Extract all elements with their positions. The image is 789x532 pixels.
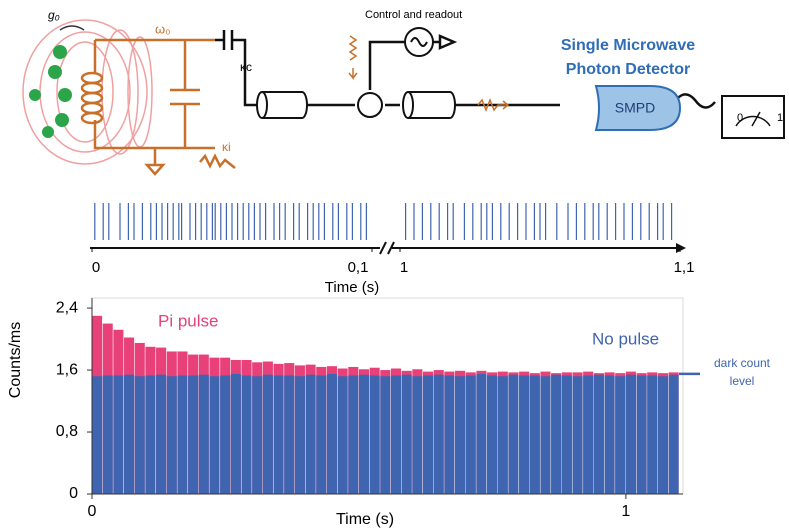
y-tick-label: 1,6 (56, 361, 78, 378)
y-tick-label: 0 (69, 485, 78, 502)
histogram-bar (465, 375, 476, 494)
histogram-bar (92, 376, 103, 494)
histogram-bar (615, 376, 626, 494)
y-tick-label: 2,4 (56, 299, 78, 316)
x-axis-title: Time (s) (336, 511, 394, 528)
histogram-bar (156, 374, 167, 494)
histogram-bar (198, 374, 209, 494)
legend-no: No pulse (592, 329, 659, 348)
histogram-bar (561, 375, 572, 494)
histogram-bar (444, 375, 455, 494)
histogram-bar (455, 376, 466, 494)
histogram-bar (262, 374, 273, 494)
axis-break (379, 241, 395, 255)
kappa-i-label: κi (222, 140, 231, 154)
feedline (215, 30, 716, 111)
histogram-bar (337, 376, 348, 494)
coupling-arrow (59, 25, 85, 31)
histogram-bar (284, 375, 295, 494)
histogram-bar (487, 375, 498, 494)
histogram-bar (519, 375, 530, 494)
histogram-bar (423, 375, 434, 494)
histogram-bar (348, 375, 359, 494)
histogram-bar (220, 375, 231, 494)
histogram-bar (294, 376, 305, 494)
detector-title: Single Microwave (561, 37, 695, 54)
histogram-bar (188, 375, 199, 494)
legend-pi: Pi pulse (158, 311, 218, 330)
histogram-bar (583, 375, 594, 494)
y-axis-title: Counts/ms (7, 322, 24, 398)
dark-count-label: level (730, 374, 755, 388)
detector-title: Photon Detector (566, 61, 690, 78)
dark-count-label: dark count (714, 356, 771, 370)
field-lines (22, 19, 153, 165)
histogram-bar (230, 373, 241, 494)
histogram-bar (273, 375, 284, 494)
histogram-bar (369, 375, 380, 494)
histogram-bar (604, 375, 615, 494)
histogram-bar (134, 376, 145, 494)
x-tick-label: 1 (621, 503, 630, 520)
g0-label: g₀ (48, 8, 60, 22)
histogram-bar (657, 376, 668, 494)
omega0-label: ω₀ (155, 21, 171, 36)
x-axis-title: Time (s) (325, 279, 379, 296)
histogram-bar (390, 375, 402, 494)
cables (256, 27, 456, 119)
histogram-bar (636, 375, 647, 494)
histogram-bar (476, 373, 487, 494)
histogram-bar (668, 374, 679, 494)
histogram-bar (326, 373, 337, 494)
histogram-bar (145, 375, 156, 494)
histogram-bar (113, 375, 124, 494)
smpd-label: SMPD (615, 100, 655, 116)
meter-needle (735, 111, 771, 127)
meter-low: 0 (737, 112, 743, 124)
histogram-bar (497, 376, 508, 494)
histogram-bar (209, 376, 220, 494)
histogram-bar (380, 376, 391, 494)
x-tick-label: 0,1 (348, 259, 369, 276)
x-tick-label: 0 (88, 503, 97, 520)
smpd-block (594, 85, 682, 131)
histogram-bar (401, 374, 412, 494)
histogram-bar (433, 374, 444, 494)
histogram-bar (572, 376, 583, 494)
x-tick-label: 1,1 (674, 259, 695, 276)
histogram-bar (177, 375, 188, 494)
photon (348, 35, 358, 81)
photon-travel (477, 97, 510, 113)
histogram-bar (305, 374, 316, 494)
histogram-bar (551, 374, 562, 494)
histogram-bar (412, 376, 423, 494)
circuit-diagram: g₀ ω₀ κi κc Control and readout (22, 8, 785, 176)
axis-arrow (676, 243, 686, 253)
histogram-bar (647, 375, 658, 494)
x-tick-label: 0 (92, 259, 100, 276)
histogram-bar (540, 376, 551, 494)
spins (29, 45, 72, 138)
kappa-c-label: κc (240, 60, 252, 74)
histogram-bar (241, 375, 252, 494)
y-tick-label: 0,8 (56, 423, 78, 440)
control-label: Control and readout (365, 9, 462, 21)
histogram-bar (625, 374, 636, 494)
meter-high: 1 (777, 112, 783, 124)
histogram-bar (252, 376, 263, 494)
histogram-bar (358, 374, 370, 494)
histogram-bar (124, 374, 135, 494)
histogram-bar (529, 375, 540, 494)
histogram-bar (508, 374, 519, 494)
histogram-bar (316, 375, 327, 494)
histogram-bar (593, 374, 604, 494)
resonator (80, 38, 236, 176)
histogram-bar (102, 375, 113, 494)
x-tick-label: 1 (400, 259, 408, 276)
histogram-bar (166, 376, 177, 494)
